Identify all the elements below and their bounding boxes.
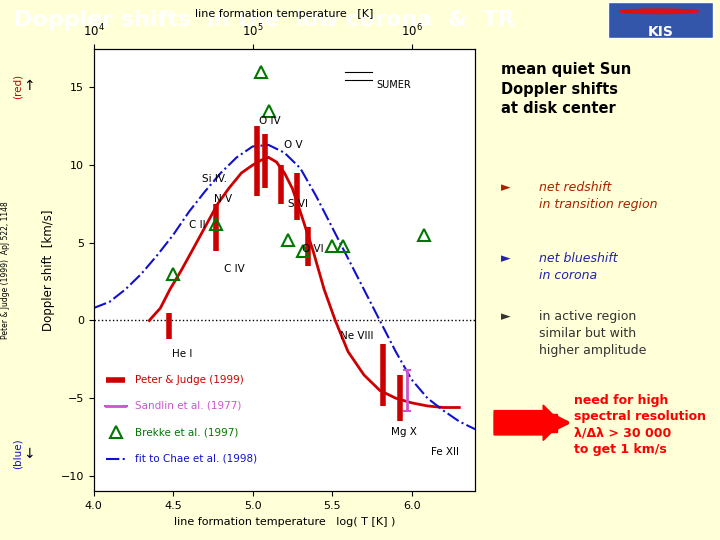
Text: Fe XII: Fe XII — [431, 447, 459, 457]
Text: Mg X: Mg X — [391, 427, 417, 437]
Text: He I: He I — [171, 349, 192, 359]
Text: SUMER: SUMER — [377, 80, 411, 90]
Text: Si IV.: Si IV. — [202, 174, 227, 184]
Text: Sandlin et al. (1977): Sandlin et al. (1977) — [135, 401, 241, 411]
Text: O IV: O IV — [259, 116, 281, 126]
Text: fit to Chae et al. (1998): fit to Chae et al. (1998) — [135, 454, 257, 464]
Text: Peter & Judge (1999): Peter & Judge (1999) — [135, 375, 243, 384]
Text: S VI: S VI — [287, 199, 307, 208]
FancyArrow shape — [494, 405, 561, 441]
Text: C IV: C IV — [224, 264, 245, 274]
Text: need for high
spectral resolution
λ/Δλ > 30 000
to get 1 km/s: need for high spectral resolution λ/Δλ >… — [575, 394, 706, 456]
Text: in active region
similar but with
higher amplitude: in active region similar but with higher… — [539, 310, 646, 357]
Text: O V: O V — [284, 139, 303, 150]
Text: mean quiet Sun
Doppler shifts
at disk center: mean quiet Sun Doppler shifts at disk ce… — [501, 62, 631, 117]
X-axis label: line formation temperature   log( T [K] ): line formation temperature log( T [K] ) — [174, 517, 395, 526]
Text: KIS: KIS — [648, 25, 674, 38]
FancyBboxPatch shape — [608, 2, 713, 38]
Text: ↓: ↓ — [23, 447, 35, 461]
Text: Brekke et al. (1997): Brekke et al. (1997) — [135, 427, 238, 437]
Text: net blueshift
in corona: net blueshift in corona — [539, 252, 617, 282]
Text: ►: ► — [501, 252, 510, 265]
Text: N V: N V — [215, 194, 233, 204]
Text: ►: ► — [501, 181, 510, 194]
Text: O VI: O VI — [302, 244, 323, 254]
Text: (blue): (blue) — [13, 438, 23, 469]
Text: Peter & Judge (1999)  ApJ 522, 1148: Peter & Judge (1999) ApJ 522, 1148 — [1, 201, 10, 339]
Text: ►: ► — [501, 310, 510, 323]
Text: ↑: ↑ — [23, 79, 35, 93]
Text: Ne VIII: Ne VIII — [340, 330, 374, 341]
Text: C II: C II — [189, 220, 206, 231]
X-axis label: line formation temperature   [K]: line formation temperature [K] — [195, 9, 374, 19]
Text: (red): (red) — [13, 74, 23, 99]
Circle shape — [619, 9, 698, 14]
Text: net redshift
in transition region: net redshift in transition region — [539, 181, 657, 212]
Bar — [494, 414, 557, 431]
Text: Doppler shifts  in the  low corona  &  TR: Doppler shifts in the low corona & TR — [14, 10, 516, 30]
Y-axis label: Doppler shift  [km/s]: Doppler shift [km/s] — [42, 209, 55, 330]
